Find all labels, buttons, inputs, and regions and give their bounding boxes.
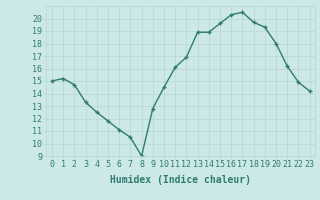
X-axis label: Humidex (Indice chaleur): Humidex (Indice chaleur) xyxy=(110,175,251,185)
